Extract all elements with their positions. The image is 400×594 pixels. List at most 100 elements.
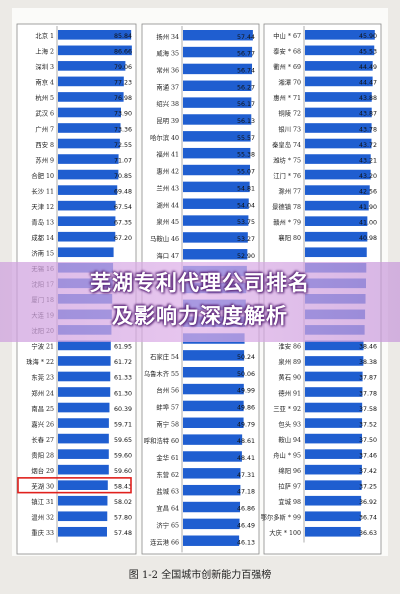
category-label: 上海 2: [35, 47, 54, 56]
value-label: 58.02: [114, 499, 132, 506]
bar: [58, 356, 111, 366]
category-label: 贵阳 28: [31, 450, 54, 459]
bar: [58, 76, 124, 87]
bar: [305, 123, 372, 133]
category-label: 泉州 45: [156, 217, 179, 226]
bar: [183, 232, 248, 243]
value-label: 49.79: [237, 421, 255, 428]
bar: [183, 131, 251, 142]
bar: [183, 80, 252, 91]
bar: [183, 63, 253, 75]
value-label: 43.20: [359, 173, 377, 180]
bar: [305, 200, 369, 211]
value-label: 43.87: [359, 111, 377, 118]
category-label: 大庆 * 100: [269, 528, 301, 537]
value-label: 45.53: [359, 49, 377, 56]
value-label: 38.38: [359, 359, 377, 366]
value-label: 56.74: [237, 67, 255, 74]
category-label: 北京 1: [35, 31, 54, 40]
bar: [183, 164, 251, 176]
category-label: 鄂尔多斯 * 99: [261, 513, 301, 522]
bar: [305, 464, 362, 475]
value-label: 52.90: [237, 253, 255, 260]
value-label: 71.07: [114, 157, 132, 164]
value-label: 36.63: [359, 530, 377, 537]
value-label: 72.55: [114, 142, 132, 149]
value-label: 43.72: [359, 142, 377, 149]
value-label: 58.43: [114, 483, 132, 490]
category-label: 威海 35: [156, 49, 179, 58]
bar: [305, 449, 362, 459]
bar: [183, 518, 240, 530]
category-label: 珠海 * 22: [26, 357, 54, 366]
bar: [183, 400, 244, 412]
bar: [183, 434, 243, 445]
value-label: 43.78: [359, 126, 377, 133]
value-label: 50.24: [237, 354, 255, 361]
bar: [183, 417, 244, 428]
bar: [183, 451, 242, 462]
bar: [183, 249, 248, 260]
bar: [183, 383, 244, 395]
bar: [58, 464, 109, 475]
category-label: 金华 61: [156, 453, 179, 462]
value-label: 45.90: [359, 33, 377, 40]
bar: [183, 367, 244, 378]
category-label: 潍坊 * 75: [273, 155, 301, 164]
category-label: 宜昌 64: [156, 504, 179, 513]
value-label: 46.13: [237, 539, 255, 546]
bar: [58, 216, 116, 226]
bar: [183, 484, 241, 496]
value-label: 37.25: [359, 483, 377, 490]
bar: [183, 468, 241, 479]
value-label: 37.46: [359, 452, 377, 459]
bar: [305, 30, 375, 40]
value-label: 50.06: [237, 371, 255, 378]
value-label: 61.33: [114, 375, 132, 382]
bar: [58, 433, 109, 444]
bar: [305, 154, 371, 164]
category-label: 杭州 5: [35, 93, 54, 102]
value-label: 53.75: [237, 219, 255, 226]
category-label: 湘潭 70: [278, 78, 301, 87]
bar: [305, 495, 362, 506]
category-label: 泉州 89: [278, 357, 301, 366]
bar: [183, 535, 240, 546]
bar: [305, 418, 363, 428]
category-label: 哈尔滨 40: [150, 133, 179, 142]
category-label: 盐城 63: [156, 487, 179, 496]
category-label: 武汉 6: [35, 109, 54, 118]
value-label: 46.86: [237, 506, 255, 513]
category-label: 滁州 77: [278, 186, 301, 195]
bar: [183, 501, 241, 513]
value-label: 37.78: [359, 390, 377, 397]
bar: [58, 61, 126, 71]
bar: [183, 350, 245, 361]
category-label: 包头 93: [278, 419, 301, 428]
category-label: 重庆 33: [31, 528, 54, 537]
value-label: 42.56: [359, 188, 377, 195]
value-label: 49.99: [237, 388, 255, 395]
category-label: 郑州 24: [31, 389, 54, 397]
value-label: 79.06: [114, 64, 132, 71]
category-label: 东莞 23: [31, 373, 54, 382]
bar: [58, 387, 111, 397]
value-label: 43.21: [359, 157, 377, 164]
value-label: 77.23: [114, 80, 132, 87]
value-label: 47.18: [237, 489, 255, 496]
bar: [305, 231, 368, 242]
value-label: 59.71: [114, 421, 132, 428]
value-label: 56.27: [237, 84, 255, 91]
category-label: 南宁 58: [156, 419, 179, 428]
value-label: 85.84: [114, 33, 132, 40]
category-label: 石家庄 54: [150, 352, 179, 361]
category-label: 深圳 3: [35, 62, 54, 71]
bar: [58, 418, 109, 428]
category-label: 蚌埠 57: [156, 402, 179, 411]
bar: [305, 61, 373, 71]
category-label: 鞍山 94: [278, 435, 301, 444]
bar: [183, 215, 249, 226]
bar: [183, 97, 252, 108]
value-label: 60.39: [114, 406, 132, 413]
bar: [305, 340, 364, 351]
